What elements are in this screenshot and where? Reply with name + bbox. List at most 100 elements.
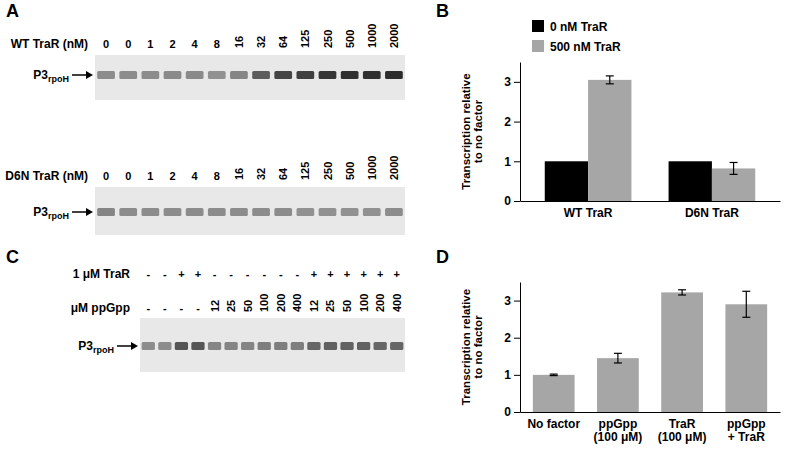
tick-label: 3 — [504, 294, 511, 308]
error-bar-stem — [609, 76, 610, 84]
row-label: μM ppGpp — [71, 301, 130, 315]
tick-label: 0 — [504, 405, 511, 419]
tick-mark — [514, 161, 520, 162]
tick-label-line: ppGpp — [599, 417, 638, 431]
lane-label: 250 — [322, 30, 334, 48]
tick-label: No factor — [527, 417, 580, 431]
lane-label: 200 — [374, 294, 386, 312]
error-bar-stem — [746, 291, 747, 317]
arrow — [72, 74, 88, 76]
band — [142, 208, 160, 216]
band — [297, 208, 315, 216]
lane-label: 8 — [214, 38, 220, 50]
arrow — [72, 211, 88, 213]
bar — [669, 161, 712, 201]
lane-label: 16 — [233, 36, 245, 48]
lane-label: 200 — [275, 294, 287, 312]
panel-label: C — [6, 247, 19, 267]
bar-panel: 0123No factorppGpp(100 μM)TraR(100 μM)pp… — [460, 283, 781, 445]
band — [208, 342, 221, 350]
lane-label: - — [196, 302, 200, 314]
band — [307, 342, 320, 350]
band-label: P3rpoH — [33, 205, 69, 221]
tick-label: 1 — [504, 368, 511, 382]
tick-mark — [514, 412, 520, 413]
panel-label: D — [436, 247, 449, 267]
lane-label: - — [213, 268, 217, 280]
x-axis: No factorppGpp(100 μM)TraR(100 μM)ppGpp+… — [521, 413, 781, 445]
axis-line — [520, 63, 521, 202]
lane-label: 4 — [192, 170, 199, 182]
lane-label: 25 — [324, 300, 336, 312]
lane-label: 500 — [344, 162, 356, 180]
lane-label: 4 — [192, 38, 199, 50]
lane-label: 100 — [358, 294, 370, 312]
gel-background — [140, 318, 405, 372]
lane-label: 12 — [308, 300, 320, 312]
tick: 3 — [504, 294, 520, 308]
error-bar-cap — [550, 374, 558, 375]
lane-label: 1 — [147, 38, 153, 50]
legend-label: 0 nM TraR — [550, 20, 608, 34]
error-bar-cap — [678, 289, 686, 290]
axis-line — [521, 412, 781, 413]
lane-label: 64 — [277, 35, 289, 48]
lane-label: 400 — [391, 294, 403, 312]
band — [374, 342, 387, 350]
lane-label: - — [246, 268, 250, 280]
band — [297, 71, 315, 79]
error-bar — [730, 162, 738, 174]
panel-label: A — [6, 1, 19, 21]
band — [363, 208, 381, 216]
band — [274, 342, 287, 350]
lane-label: + — [360, 268, 366, 280]
band — [142, 71, 160, 79]
row-label: WT TraR (nM) — [11, 37, 88, 51]
lane-label: 1000 — [366, 156, 378, 180]
band — [258, 342, 271, 350]
band — [186, 71, 204, 79]
arrow-head — [131, 342, 138, 350]
lane-label: 1000 — [366, 24, 378, 48]
lane-label: - — [296, 268, 300, 280]
lane-label: 32 — [255, 168, 267, 180]
band — [186, 208, 204, 216]
error-bar-cap — [614, 362, 622, 363]
band — [363, 71, 381, 79]
arrow-head — [86, 208, 93, 216]
band — [119, 208, 137, 216]
lane-label: 16 — [233, 168, 245, 180]
lane-label: 250 — [322, 162, 334, 180]
band — [324, 342, 337, 350]
error-bar — [742, 291, 750, 317]
tick: 2 — [504, 115, 520, 129]
lane-label: 0 — [125, 170, 131, 182]
band — [252, 208, 270, 216]
error-bar — [606, 76, 614, 84]
band — [230, 71, 248, 79]
y-axis-label: Transcription relativeto no factor — [460, 73, 485, 189]
axis-line — [521, 201, 781, 202]
legend: 0 nM TraR500 nM TraR — [532, 20, 621, 54]
lane-label: 0 — [103, 170, 109, 182]
tick: 0 — [504, 405, 520, 419]
error-bar-stem — [617, 353, 618, 363]
error-bar — [678, 290, 686, 295]
lane-label: 2000 — [388, 24, 400, 48]
lane-label: - — [180, 302, 184, 314]
marks — [545, 76, 755, 201]
band — [241, 342, 254, 350]
tick-label-line: TraR — [669, 417, 696, 431]
y-axis-label-line: Transcription relative — [460, 289, 472, 405]
band — [119, 71, 137, 79]
tick: ppGpp(100 μM) — [594, 417, 643, 445]
lane-label: + — [394, 268, 400, 280]
band-label-subscript: rpoH — [48, 74, 69, 84]
lane-label: 1 — [147, 170, 153, 182]
band — [164, 208, 182, 216]
y-axis-label-line: to no factor — [472, 99, 484, 163]
lane-label: 2 — [169, 38, 175, 50]
band — [357, 342, 370, 350]
lane-label: - — [163, 268, 167, 280]
band — [252, 71, 270, 79]
